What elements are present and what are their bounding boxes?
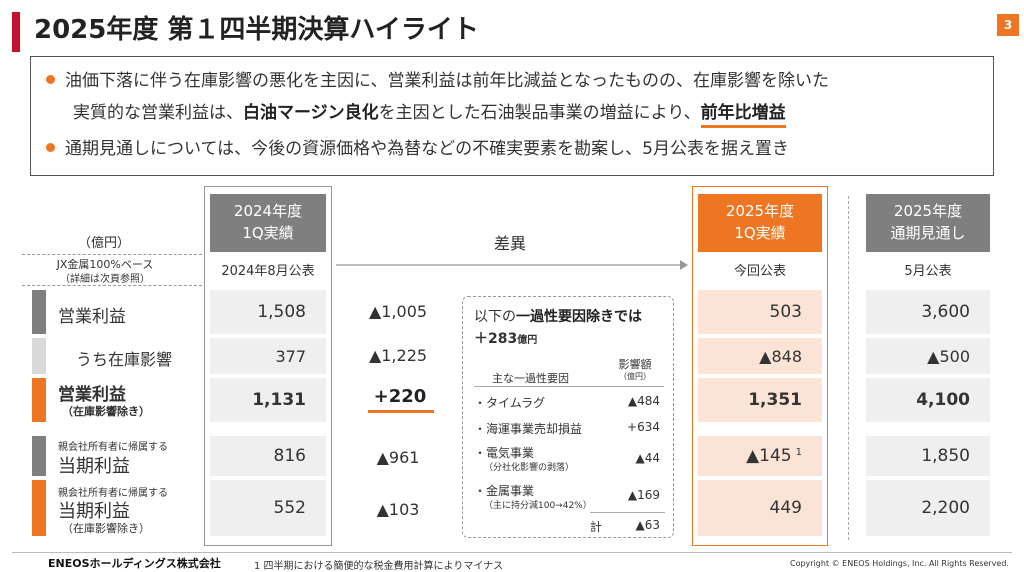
highlight-bullet-1-cont: 実質的な営業利益は、白油マージン良化を主因とした石油製品事業の増益により、前年比… <box>73 98 786 128</box>
col-2025-header: 2025年度 1Q実績 <box>698 194 822 252</box>
one-time-col2-unit: （億円） <box>619 372 651 381</box>
cell-diff-op-ex: +220 <box>373 386 427 407</box>
cell-fy-ni: 1,850 <box>866 436 990 476</box>
one-time-item-sub: （主に持分減100→42%） <box>484 501 592 511</box>
col-2025-sub: 今回公表 <box>733 264 786 279</box>
column-separator <box>848 196 849 540</box>
cell-diff-op: ▲1,005 <box>368 302 428 321</box>
one-time-total-divider <box>590 512 665 513</box>
cell-diff-inventory: ▲1,225 <box>368 346 428 365</box>
one-time-col1: 主な一過性要因 <box>492 372 569 385</box>
unit-label: （億円） <box>78 236 131 251</box>
cell-fy-op: 3,600 <box>866 290 990 334</box>
company-logo: ENEOSホールディングス株式会社 <box>48 557 221 570</box>
row-label-op-ex: 営業利益 <box>58 385 126 405</box>
one-time-total: ＋283億円 <box>474 331 538 347</box>
one-time-factors-box <box>462 296 674 538</box>
cell-2024-ni-ex: 552 <box>210 480 326 536</box>
cell-2025-op: 503 <box>698 290 822 334</box>
cell-2024-inventory: 377 <box>210 338 326 374</box>
col-fy-sub: 5月公表 <box>904 264 952 279</box>
one-time-col2: 影響額 <box>618 358 652 371</box>
row-marker-op <box>32 290 46 334</box>
one-time-total-label: 計 <box>590 520 603 534</box>
footer-divider <box>12 552 1012 553</box>
row-prelabel-ni: 親会社所有者に帰属する <box>58 442 168 453</box>
col-2024-frame <box>204 186 332 546</box>
row-marker-ni <box>32 436 46 476</box>
highlight-emphasis: 前年比増益 <box>700 103 786 128</box>
highlight-bullet-2: 通期見通しについては、今後の資源価格や為替などの不確実要素を勘案し、5月公表を据… <box>46 134 789 164</box>
cell-fy-ni-ex: 2,200 <box>866 480 990 536</box>
bullet-dot-icon <box>46 142 55 152</box>
one-time-item-value: ▲484 <box>627 394 660 408</box>
row-label-ni-ex: 当期利益 <box>58 501 130 522</box>
page-title: 2025年度 第１四半期決算ハイライト <box>34 15 479 45</box>
one-time-item-value: ▲169 <box>627 488 660 502</box>
row-marker-inventory <box>32 338 46 374</box>
row-prelabel-ni-ex: 親会社所有者に帰属する <box>58 488 168 499</box>
one-time-item-name: ・タイムラグ <box>474 396 546 410</box>
cell-diff-ni-ex: ▲103 <box>376 500 420 519</box>
one-time-item-name: ・金属事業 <box>474 484 535 498</box>
cell-2025-ni-ex: 449 <box>698 480 822 536</box>
row-marker-op-ex <box>32 378 46 422</box>
one-time-item-name: ・海運事業売却損益 <box>474 422 583 436</box>
row-label-op: 営業利益 <box>58 307 126 327</box>
row-sublabel-op-ex: （在庫影響除き） <box>62 405 150 418</box>
basis-note: （詳細は次頁参照） <box>60 274 150 285</box>
cell-2024-ni: 816 <box>210 436 326 476</box>
row-label-ni: 当期利益 <box>58 456 130 477</box>
basis-label: JX金属100%ベース <box>56 258 154 271</box>
cell-diff-ni: ▲961 <box>376 448 420 467</box>
one-time-total-value: ▲63 <box>635 518 661 532</box>
highlights-box <box>30 56 994 176</box>
footnote: 1 四半期における簡便的な税金費用計算によりマイナス <box>254 561 504 572</box>
cell-2025-inventory: ▲848 <box>698 338 822 374</box>
bullet-dot-icon <box>46 74 55 84</box>
col-2024-header: 2024年度 1Q実績 <box>210 194 326 252</box>
diff-underline <box>368 410 434 413</box>
row-marker-ni-ex <box>32 480 46 536</box>
diff-arrow-icon <box>336 260 688 270</box>
highlight-bullet-1: 油価下落に伴う在庫影響の悪化を主因に、営業利益は前年比減益となったものの、在庫影… <box>46 66 829 96</box>
col-diff-header: 差異 <box>493 234 526 253</box>
cell-fy-op-ex: 4,100 <box>866 378 990 422</box>
basis-box <box>22 254 202 286</box>
title-accent-bar <box>12 12 20 52</box>
page-number: 3 <box>997 14 1019 36</box>
cell-2024-op: 1,508 <box>210 290 326 334</box>
cell-2025-ni: ▲145 1 <box>698 436 822 476</box>
one-time-item-name: ・電気事業 <box>474 446 535 460</box>
cell-fy-inventory: ▲500 <box>866 338 990 374</box>
one-time-item-value: ▲44 <box>635 451 661 465</box>
one-time-item-value: +634 <box>627 420 660 434</box>
cell-2025-op-ex: 1,351 <box>698 378 822 422</box>
copyright: Copyright © ENEOS Holdings, Inc. All Rig… <box>790 559 1009 568</box>
one-time-divider <box>474 386 664 387</box>
col-fy-header: 2025年度 通期見通し <box>866 194 990 252</box>
col-2025-frame <box>692 186 828 546</box>
row-sublabel-ni-ex: （在庫影響除き） <box>62 522 150 535</box>
row-label-inventory: うち在庫影響 <box>76 350 173 369</box>
one-time-title: 以下の一過性要因除きでは <box>474 309 642 325</box>
col-2024-sub: 2024年8月公表 <box>221 264 315 279</box>
footnote-marker: 1 <box>795 446 802 458</box>
cell-2024-op-ex: 1,131 <box>210 378 326 422</box>
one-time-item-sub: （分社化影響の剥落） <box>484 463 575 473</box>
